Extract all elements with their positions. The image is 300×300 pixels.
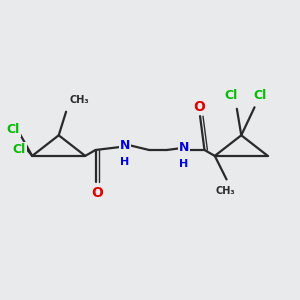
Text: N: N: [179, 141, 189, 154]
Text: O: O: [92, 186, 103, 200]
Text: Cl: Cl: [224, 89, 238, 102]
Text: Cl: Cl: [254, 89, 267, 102]
Text: Cl: Cl: [12, 143, 26, 157]
Text: O: O: [194, 100, 206, 114]
Text: N: N: [120, 139, 130, 152]
Text: H: H: [179, 159, 188, 169]
Text: H: H: [120, 157, 130, 167]
Text: CH₃: CH₃: [69, 95, 89, 105]
Text: Cl: Cl: [7, 123, 20, 136]
Text: CH₃: CH₃: [215, 186, 235, 196]
